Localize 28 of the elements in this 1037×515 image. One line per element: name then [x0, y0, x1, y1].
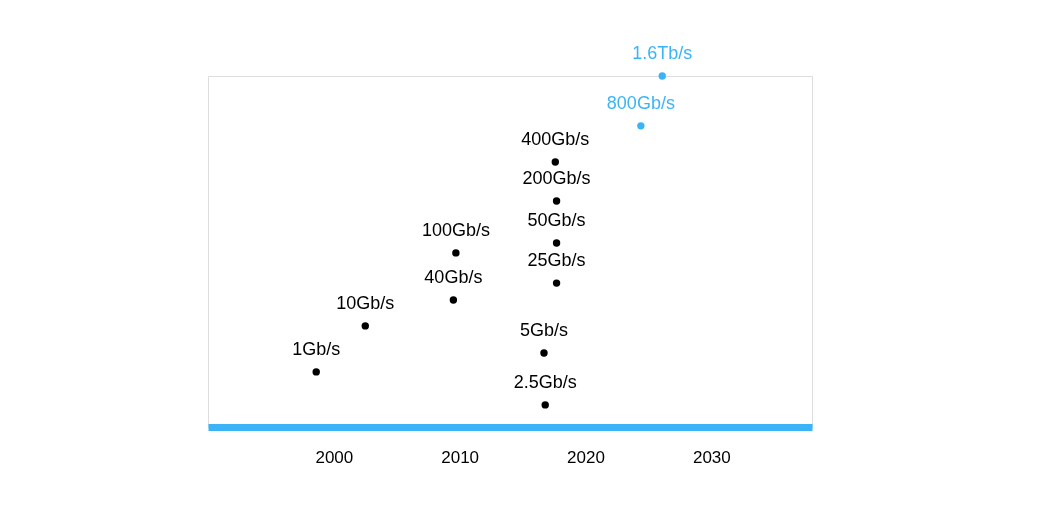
x-tick-label: 2020: [567, 447, 605, 467]
point: [637, 122, 645, 130]
annotation: 800Gb/s: [606, 92, 675, 113]
point: [552, 279, 561, 287]
annotation: 2.5Gb/s: [513, 371, 577, 392]
point: [658, 72, 666, 80]
point: [449, 296, 458, 304]
point: [312, 368, 320, 376]
point: [551, 158, 560, 166]
point: [552, 239, 561, 247]
annotation: 200Gb/s: [522, 167, 591, 188]
point: [540, 349, 548, 357]
annotation: 5Gb/s: [519, 319, 568, 340]
x-tick-label: 2000: [315, 447, 354, 467]
annotation: 25Gb/s: [527, 250, 586, 271]
x-tick-label: 2030: [692, 447, 731, 467]
annotation: 100Gb/s: [421, 219, 490, 240]
point: [541, 401, 549, 409]
point: [552, 197, 561, 205]
annotation: 10Gb/s: [336, 292, 395, 313]
annotation: 40Gb/s: [424, 266, 483, 287]
annotation: 1Gb/s: [292, 338, 341, 359]
annotation: 1.6Tb/s: [632, 43, 693, 63]
annotation: 50Gb/s: [527, 210, 586, 231]
point: [361, 322, 369, 330]
annotation: 400Gb/s: [521, 128, 590, 149]
x-tick-label: 2010: [441, 447, 480, 467]
point: [452, 249, 460, 257]
